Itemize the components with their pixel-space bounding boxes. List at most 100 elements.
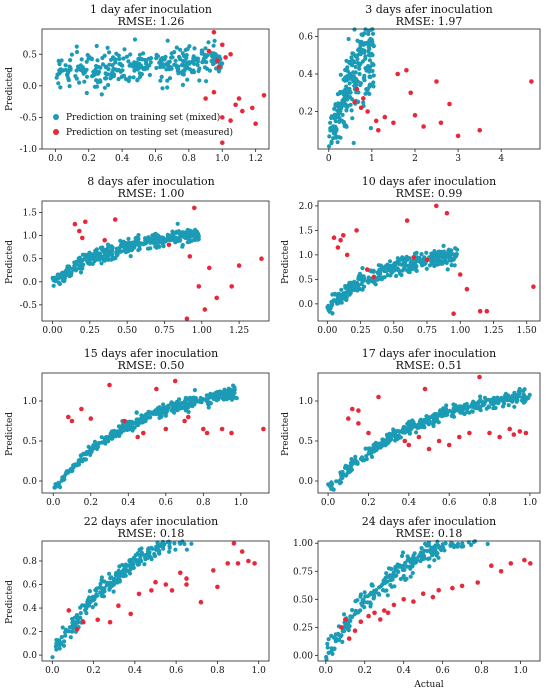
train-point [366,45,371,50]
train-point [152,553,158,559]
train-point [424,414,429,419]
test-point [215,58,220,63]
train-point [56,81,61,86]
train-point [355,56,360,62]
train-point [402,567,407,573]
train-point [402,430,407,435]
train-point [144,239,149,244]
train-point [347,618,352,623]
train-point [66,629,71,634]
x-tick-label: 1.0 [215,154,230,164]
x-tick-label: 0.00 [317,326,337,336]
train-point [361,76,366,81]
train-point [81,71,86,76]
train-point [353,64,358,69]
train-point [436,413,441,418]
test-point [484,308,490,314]
train-point [357,271,362,276]
train-point [449,409,454,414]
y-tick-label: 1.0 [23,397,38,407]
train-point [393,432,398,437]
x-tick-label: 1.25 [483,326,503,336]
train-point [435,543,441,548]
train-point [173,63,179,68]
train-point [447,250,452,255]
test-point [376,394,381,400]
test-point [411,254,417,260]
train-point [63,63,68,68]
train-point [418,257,423,262]
x-tick-label: 0.2 [86,666,100,676]
x-tick-label: 0.6 [148,154,163,164]
panel-rmse: RMSE: 0.50 [118,359,185,372]
train-point [363,594,368,599]
train-point [74,49,80,55]
y-tick-label: 1.5 [299,226,314,236]
test-point [378,617,383,622]
train-point [170,232,175,237]
train-point [346,36,351,42]
train-point [189,70,195,75]
train-point [350,608,355,613]
train-point [402,426,407,431]
train-point [356,47,361,53]
train-point [139,546,144,551]
test-point [236,96,242,101]
test-point [239,549,245,554]
train-point [145,246,151,251]
panel-title: 1 day afer inoculation [90,3,212,16]
test-point [395,71,401,77]
train-point [149,545,154,551]
train-point [167,65,172,70]
train-point [352,27,357,32]
y-tick-label: -1.0 [20,145,38,155]
train-point [196,56,201,61]
test-point [229,284,234,289]
train-point [168,238,173,243]
train-point [373,440,378,445]
train-point [69,52,74,57]
train-point [103,76,109,81]
train-point [195,62,200,67]
train-point [102,85,107,90]
test-point [214,295,219,301]
train-point [161,546,166,551]
train-point [339,633,344,638]
test-point [74,626,80,632]
plot-frame [41,28,270,150]
train-point [124,54,129,59]
train-point [440,542,445,547]
train-point [118,249,123,254]
train-point [92,84,97,89]
y-tick-label: 1.00 [293,539,313,549]
train-point [381,437,386,442]
train-point [137,52,142,57]
train-point [189,234,194,239]
train-point [73,462,78,467]
train-point [95,444,101,449]
x-tick-label: 0.0 [321,498,336,508]
panel-title: 15 days afer inoculation [84,347,219,360]
train-point [385,593,390,598]
train-point [80,266,85,271]
train-point [429,251,434,256]
train-point [350,116,355,121]
y-tick-label: 0.50 [293,595,313,605]
train-point [426,422,431,427]
train-point [85,259,90,264]
test-point [215,584,220,590]
train-point [521,388,526,393]
train-point [141,51,146,56]
test-point [259,256,264,262]
panel-rmse: RMSE: 1.26 [118,15,185,28]
test-point [354,228,359,233]
train-point [125,249,130,254]
train-point [162,57,167,62]
train-point [163,62,168,67]
train-point [182,58,187,63]
train-point [501,397,506,402]
plot-area: 0 1 2 3 4 0.2 0.4 0.6 [299,27,534,164]
train-point [167,59,172,64]
train-point [127,571,133,576]
y-axis-label: Predicted [5,412,15,456]
